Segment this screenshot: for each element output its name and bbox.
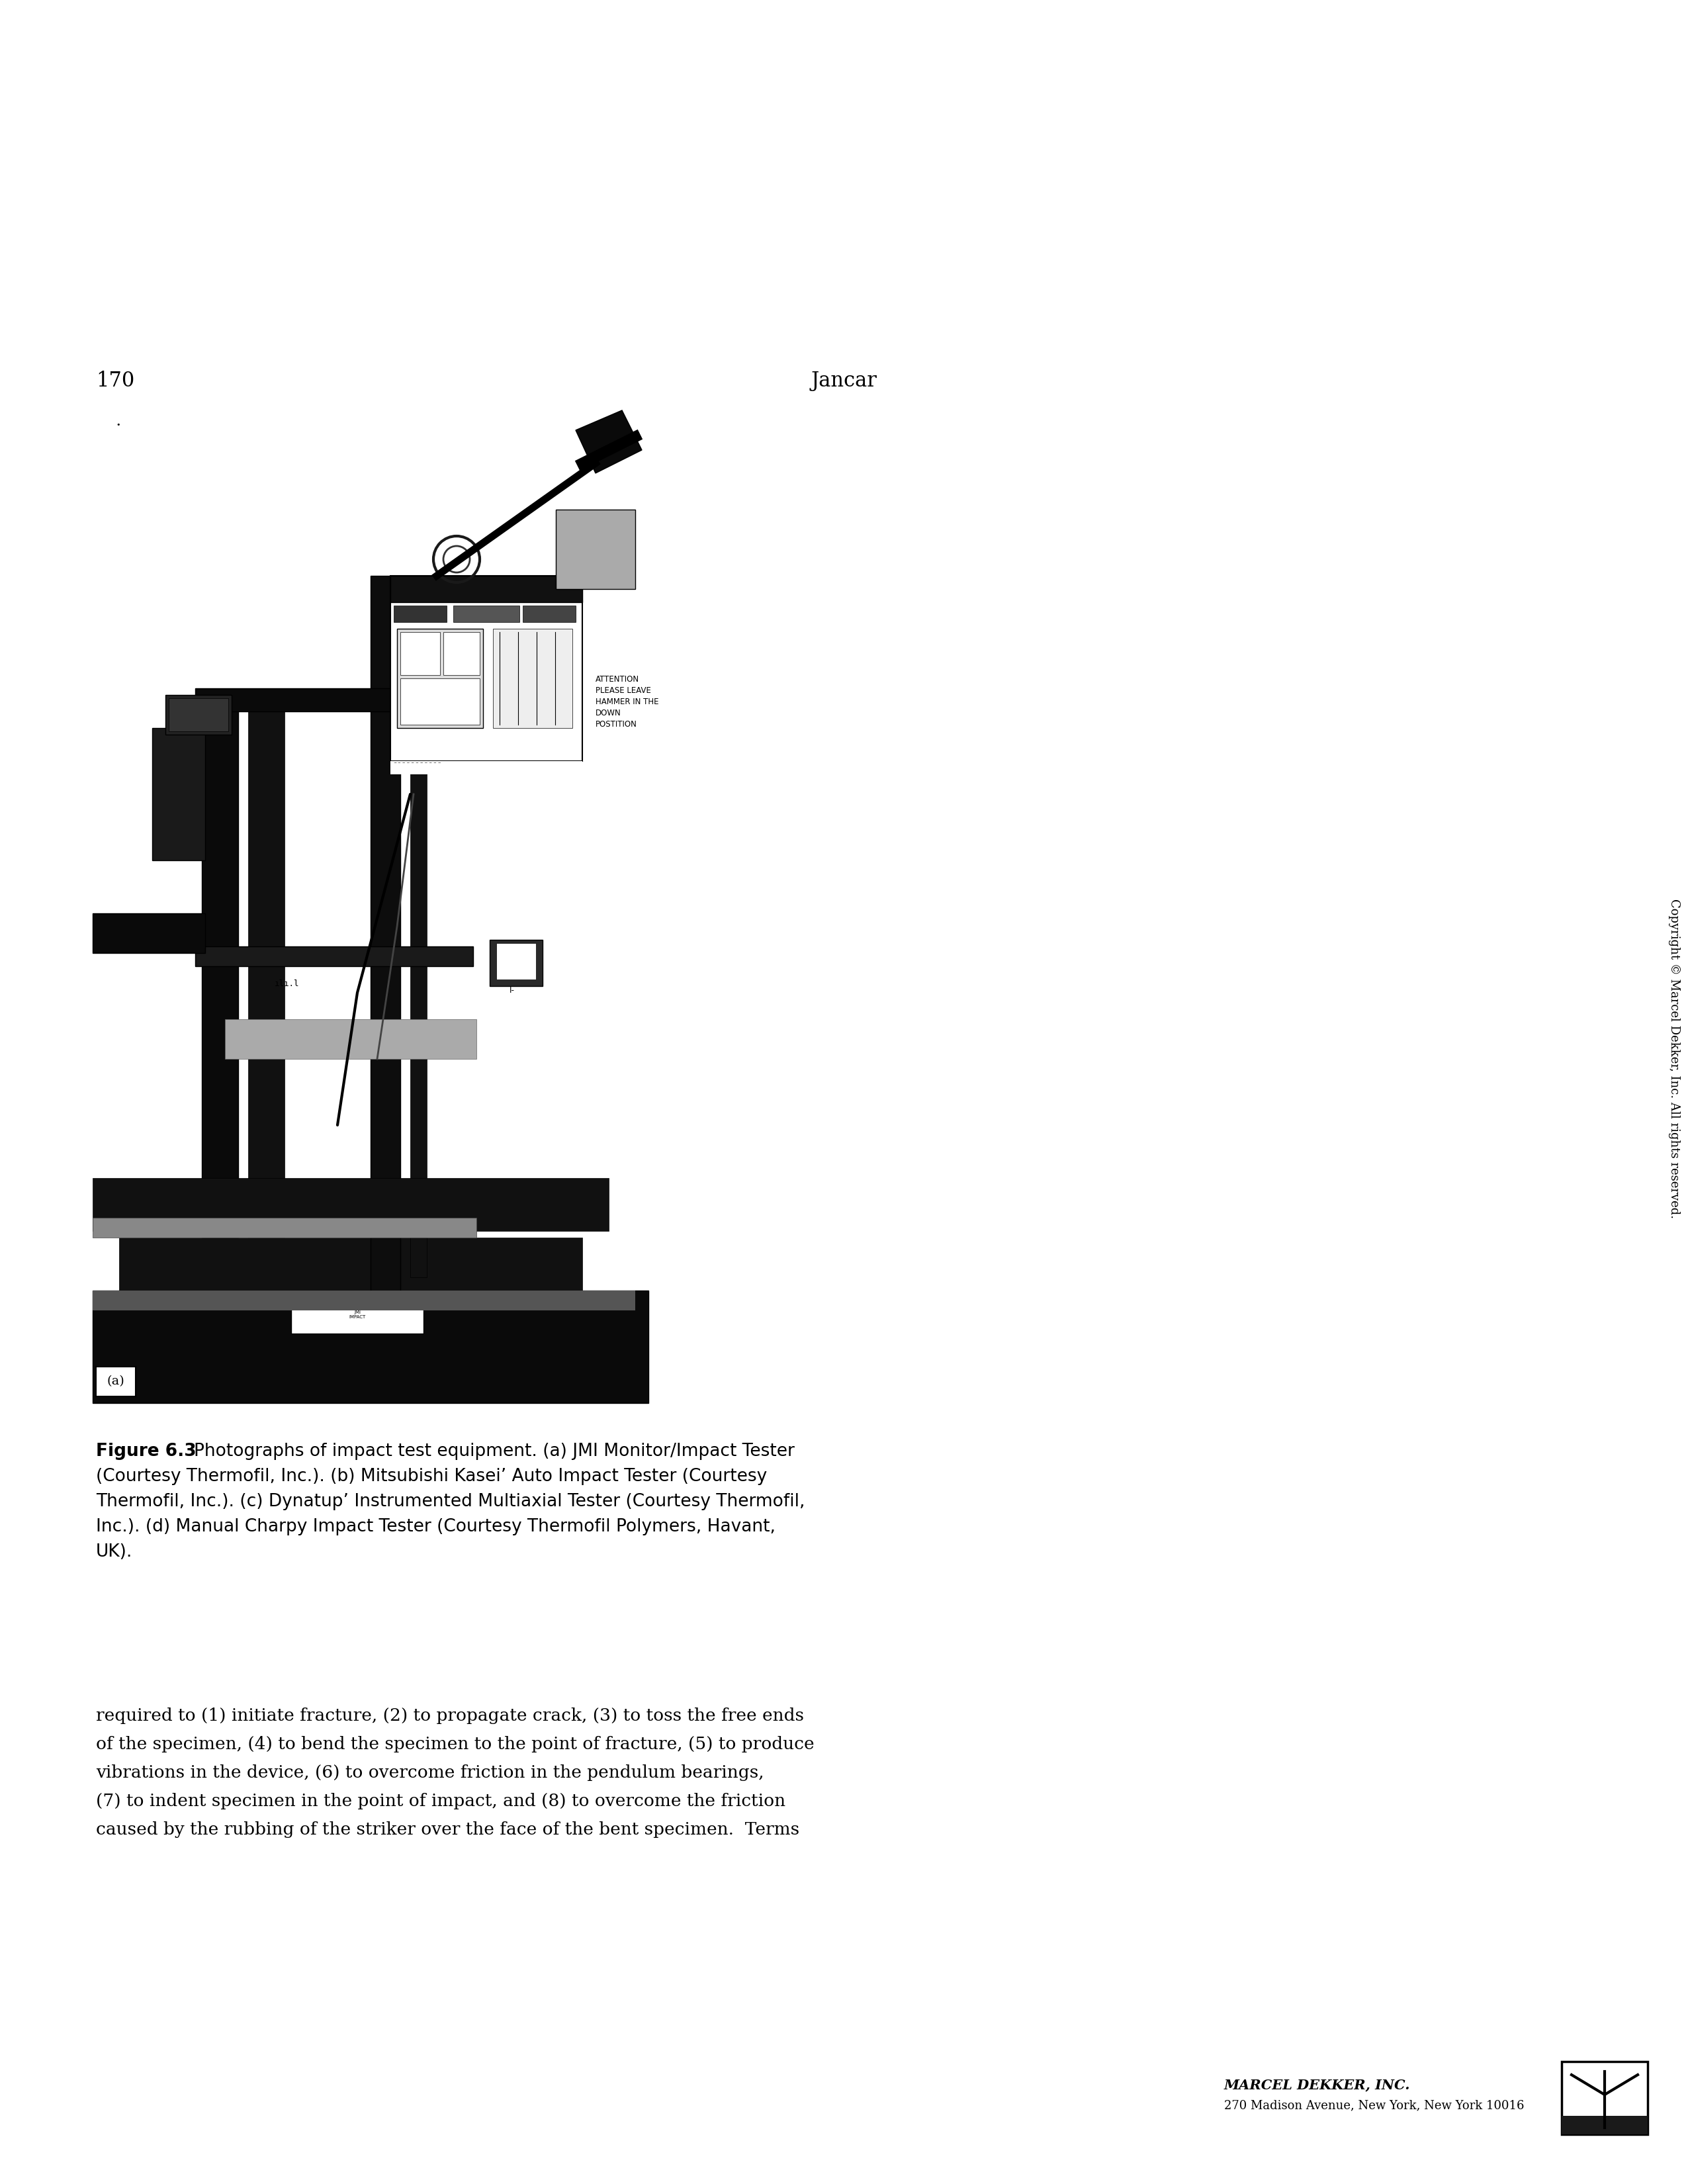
Text: ATTENTION
PLEASE LEAVE
HAMMER IN THE
DOWN
POSTITION: ATTENTION PLEASE LEAVE HAMMER IN THE DOW… (596, 675, 658, 729)
Text: (7) to indent specimen in the point of impact, and (8) to overcome the friction: (7) to indent specimen in the point of i… (96, 1793, 785, 1808)
Bar (248, 695, 285, 1238)
Text: Inc.). (d) Manual Charpy Impact Tester (Courtesy Thermofil Polymers, Havant,: Inc.). (d) Manual Charpy Impact Tester (… (96, 1518, 775, 1535)
Text: Thermofil, Inc.). (c) Dynatup’ Instrumented Multiaxial Tester (Courtesy Thermofi: Thermofil, Inc.). (c) Dynatup’ Instrumen… (96, 1494, 805, 1511)
Polygon shape (665, 404, 702, 441)
Bar (493, 629, 572, 727)
Bar (523, 605, 576, 622)
Bar (390, 577, 582, 603)
Text: of the specimen, (4) to bend the specimen to the point of fracture, (5) to produ: of the specimen, (4) to bend the specime… (96, 1736, 814, 1752)
Text: (a): (a) (106, 1376, 125, 1387)
Bar (444, 631, 479, 675)
Bar (555, 509, 635, 590)
Bar (96, 1367, 135, 1396)
Bar (393, 605, 447, 622)
Text: vibrations in the device, (6) to overcome friction in the pendulum bearings,: vibrations in the device, (6) to overcom… (96, 1765, 765, 1780)
Text: 170: 170 (96, 371, 135, 391)
Bar (93, 1219, 476, 1238)
Bar (1561, 2062, 1647, 2134)
Bar (397, 629, 483, 727)
Bar (371, 577, 400, 1304)
Text: Copyright © Marcel Dekker, Inc. All rights reserved.: Copyright © Marcel Dekker, Inc. All righ… (1668, 900, 1680, 1219)
Bar (410, 649, 427, 1278)
Bar (225, 1020, 476, 1059)
Bar (165, 695, 231, 734)
Polygon shape (576, 411, 641, 474)
Bar (1561, 2116, 1647, 2134)
Text: JMI
IMPACT: JMI IMPACT (349, 1310, 366, 1319)
Bar (203, 695, 238, 1238)
Bar (169, 699, 228, 732)
Text: l-: l- (510, 987, 515, 994)
Polygon shape (93, 404, 128, 441)
Bar (490, 939, 542, 987)
Bar (196, 946, 473, 965)
Bar (390, 577, 582, 760)
Text: Figure 6.3: Figure 6.3 (96, 1444, 196, 1459)
Bar (496, 943, 537, 978)
Bar (120, 1238, 582, 1304)
Bar (93, 1177, 609, 1232)
Bar (93, 1291, 648, 1402)
Text: •: • (116, 422, 120, 428)
Text: Jancar: Jancar (810, 371, 876, 391)
Text: (Courtesy Thermofil, Inc.). (b) Mitsubishi Kasei’ Auto Impact Tester (Courtesy: (Courtesy Thermofil, Inc.). (b) Mitsubis… (96, 1468, 766, 1485)
Text: caused by the rubbing of the striker over the face of the bent specimen.  Terms: caused by the rubbing of the striker ove… (96, 1821, 800, 1839)
Bar (290, 1297, 424, 1334)
Text: UK).: UK). (96, 1544, 133, 1562)
Bar (400, 679, 479, 725)
Bar (93, 913, 206, 952)
Text: required to (1) initiate fracture, (2) to propagate crack, (3) to toss the free : required to (1) initiate fracture, (2) t… (96, 1708, 803, 1723)
Text: ─  ─  ─  ─  ─  ─  ─  ─  ─  ─  ─: ─ ─ ─ ─ ─ ─ ─ ─ ─ ─ ─ (393, 762, 441, 764)
Text: 270 Madison Avenue, New York, New York 10016: 270 Madison Avenue, New York, New York 1… (1224, 2099, 1524, 2112)
Text: MARCEL DEKKER, INC.: MARCEL DEKKER, INC. (1224, 2079, 1411, 2092)
Bar (390, 760, 582, 775)
Bar (454, 605, 520, 622)
Text: ılı.l: ılı.l (275, 978, 299, 987)
Bar (152, 727, 206, 860)
Bar (400, 631, 441, 675)
Bar (93, 1291, 635, 1310)
Bar (93, 404, 702, 1402)
Bar (196, 688, 427, 712)
Text: Photographs of impact test equipment. (a) JMI Monitor/Impact Tester: Photographs of impact test equipment. (a… (194, 1444, 795, 1459)
